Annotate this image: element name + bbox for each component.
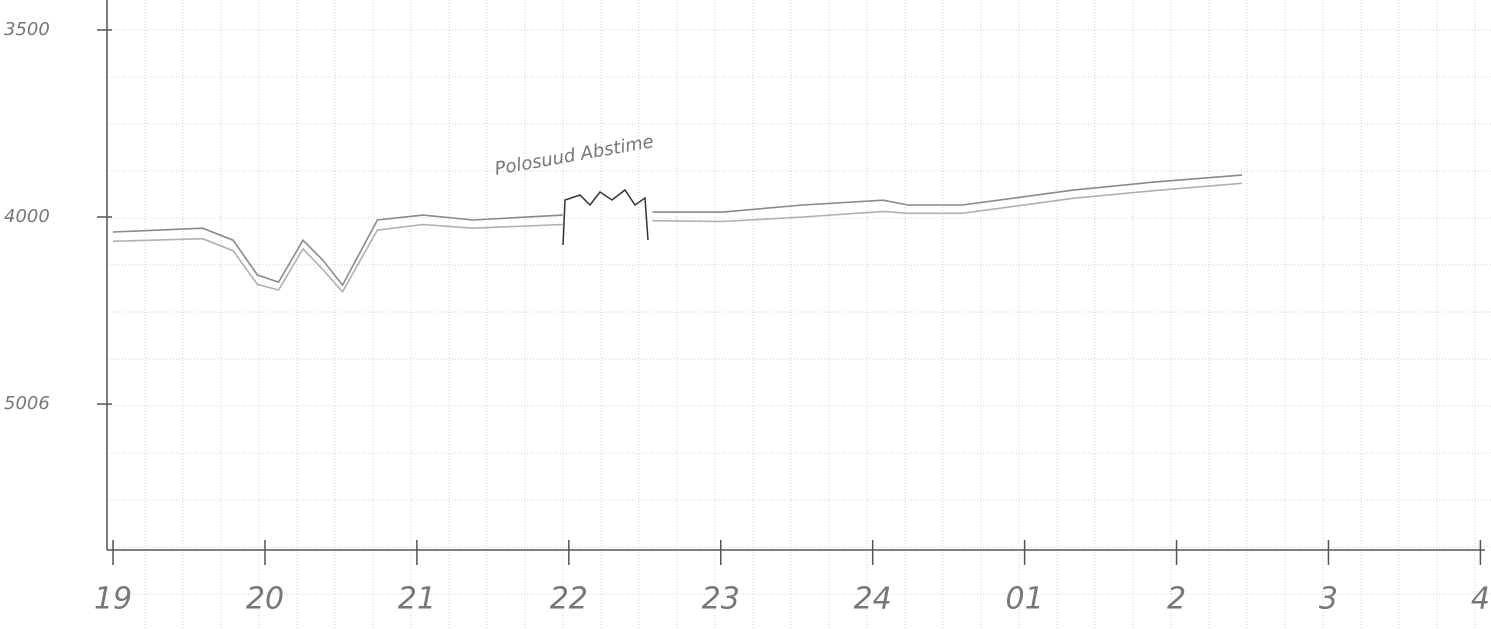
y-tick-label: 4000 <box>4 206 50 227</box>
data-line <box>112 182 1242 294</box>
y-tick-label: 5006 <box>4 393 50 414</box>
x-tick-label: 21 <box>398 582 436 617</box>
x-tick-label: 23 <box>702 582 740 617</box>
data-line <box>112 174 1242 287</box>
x-tick-label: 22 <box>550 582 588 617</box>
x-tick-label: 24 <box>854 582 892 617</box>
x-tick-label: 01 <box>1006 582 1044 617</box>
y-tick-label: 3500 <box>4 19 50 40</box>
x-tick-label: 4 <box>1471 582 1490 617</box>
x-tick-label: 20 <box>246 582 284 617</box>
x-tick-label: 3 <box>1319 582 1338 617</box>
x-tick-label: 19 <box>94 582 132 617</box>
annotation: Polosuud Abstime <box>493 131 655 180</box>
pause-bracket <box>562 188 649 246</box>
graph-paper <box>107 0 1491 629</box>
x-tick-label: 2 <box>1167 582 1186 617</box>
